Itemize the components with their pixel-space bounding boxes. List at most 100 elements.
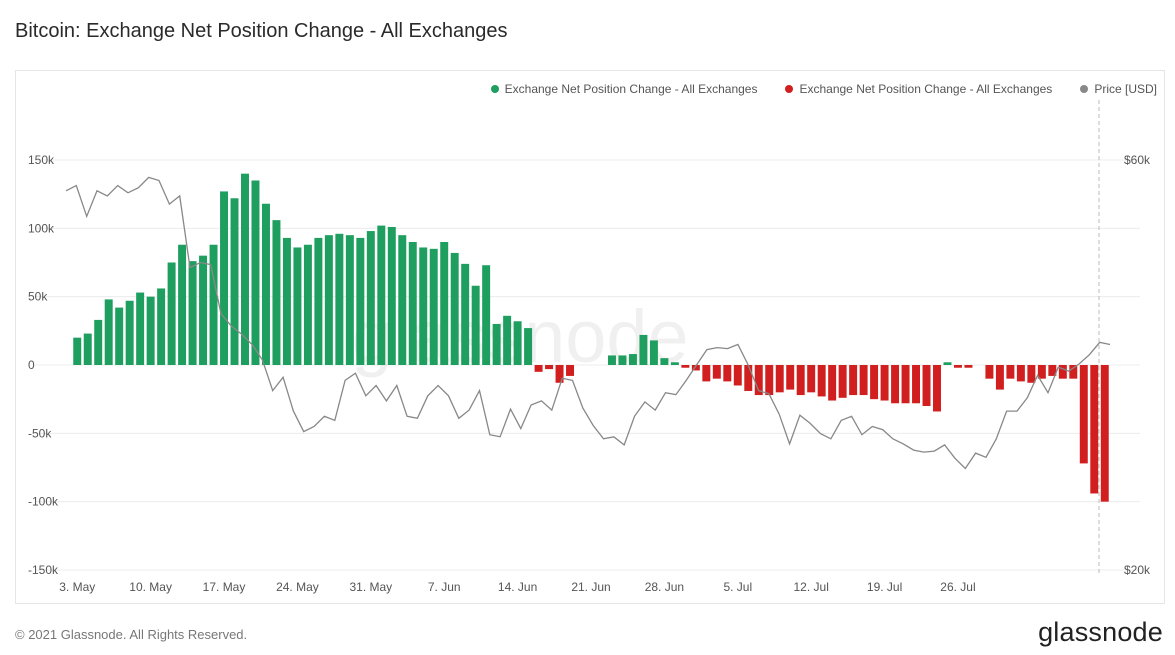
bar-negative[interactable] <box>995 365 1004 390</box>
bar-positive[interactable] <box>366 231 375 365</box>
bar-positive[interactable] <box>607 355 616 365</box>
bar-positive[interactable] <box>503 315 512 365</box>
bar-positive[interactable] <box>450 252 459 365</box>
bar-negative[interactable] <box>1016 365 1025 382</box>
bar-negative[interactable] <box>712 365 721 379</box>
bar-positive[interactable] <box>419 247 428 365</box>
bar-positive[interactable] <box>230 198 239 365</box>
bar-negative[interactable] <box>1079 365 1088 464</box>
bar-negative[interactable] <box>691 365 700 371</box>
bar-positive[interactable] <box>492 324 501 365</box>
bar-positive[interactable] <box>408 242 417 365</box>
bar-positive[interactable] <box>482 265 491 365</box>
bar-positive[interactable] <box>104 299 113 365</box>
bar-negative[interactable] <box>901 365 910 404</box>
bar-negative[interactable] <box>849 365 858 396</box>
bar-negative[interactable] <box>775 365 784 393</box>
bar-negative[interactable] <box>786 365 795 390</box>
bar-negative[interactable] <box>733 365 742 386</box>
legend-item-outflow[interactable]: Exchange Net Position Change - All Excha… <box>785 82 1052 96</box>
bar-positive[interactable] <box>178 244 187 365</box>
bar-negative[interactable] <box>1006 365 1015 379</box>
bar-negative[interactable] <box>985 365 994 379</box>
bar-positive[interactable] <box>303 244 312 365</box>
bar-positive[interactable] <box>639 334 648 365</box>
bar-positive[interactable] <box>115 307 124 365</box>
bar-positive[interactable] <box>146 296 155 365</box>
bar-negative[interactable] <box>723 365 732 382</box>
bar-positive[interactable] <box>73 337 82 365</box>
bar-series[interactable] <box>73 173 1109 502</box>
bar-negative[interactable] <box>964 365 973 368</box>
legend-item-price[interactable]: Price [USD] <box>1080 82 1157 96</box>
bar-negative[interactable] <box>566 365 575 376</box>
bar-positive[interactable] <box>199 255 208 365</box>
bar-negative[interactable] <box>702 365 711 382</box>
bar-negative[interactable] <box>933 365 941 412</box>
bar-negative[interactable] <box>744 365 753 391</box>
bar-positive[interactable] <box>618 355 627 365</box>
bar-negative[interactable] <box>817 365 826 397</box>
bar-positive[interactable] <box>188 261 197 365</box>
bar-positive[interactable] <box>377 225 386 365</box>
bar-negative[interactable] <box>1027 365 1036 383</box>
bar-positive[interactable] <box>356 237 365 365</box>
bar-positive[interactable] <box>335 233 344 365</box>
bar-positive[interactable] <box>471 285 480 365</box>
bar-negative[interactable] <box>891 365 900 404</box>
bar-negative[interactable] <box>953 365 962 368</box>
bar-negative[interactable] <box>828 365 837 401</box>
bar-positive[interactable] <box>660 358 669 365</box>
price-line[interactable] <box>65 176 1111 470</box>
bar-positive[interactable] <box>125 300 134 365</box>
bar-negative[interactable] <box>838 365 847 398</box>
bar-positive[interactable] <box>461 263 470 365</box>
bar-positive[interactable] <box>429 248 438 365</box>
bar-positive[interactable] <box>649 340 658 365</box>
bar-positive[interactable] <box>136 292 145 365</box>
bar-negative[interactable] <box>880 365 889 401</box>
bar-negative[interactable] <box>912 365 921 404</box>
bar-negative[interactable] <box>1058 365 1067 379</box>
bar-positive[interactable] <box>209 244 218 365</box>
bar-negative[interactable] <box>555 365 564 383</box>
bar-positive[interactable] <box>440 242 449 365</box>
bar-positive[interactable] <box>241 173 249 365</box>
bar-positive[interactable] <box>220 191 229 365</box>
bar-negative[interactable] <box>765 365 774 396</box>
bar-positive[interactable] <box>628 354 637 365</box>
bar-positive[interactable] <box>324 235 333 365</box>
bar-positive[interactable] <box>943 362 952 365</box>
bar-negative[interactable] <box>545 365 554 370</box>
bar-positive[interactable] <box>345 235 354 365</box>
bar-negative[interactable] <box>754 365 763 396</box>
brand-logo[interactable]: glassnode <box>1038 617 1163 647</box>
bar-positive[interactable] <box>94 319 103 365</box>
bar-negative[interactable] <box>1048 365 1057 376</box>
price-series[interactable] <box>65 176 1111 470</box>
bar-positive[interactable] <box>524 328 533 365</box>
bar-positive[interactable] <box>157 288 166 365</box>
bar-positive[interactable] <box>670 362 679 365</box>
bar-positive[interactable] <box>282 237 291 365</box>
bar-positive[interactable] <box>314 237 323 365</box>
bar-positive[interactable] <box>167 262 176 366</box>
bar-positive[interactable] <box>251 180 260 366</box>
bar-negative[interactable] <box>1100 365 1109 502</box>
legend-item-inflow[interactable]: Exchange Net Position Change - All Excha… <box>490 82 757 96</box>
bar-negative[interactable] <box>1037 365 1046 379</box>
bar-positive[interactable] <box>398 235 407 365</box>
bar-negative[interactable] <box>796 365 805 396</box>
bar-positive[interactable] <box>272 220 281 365</box>
bar-negative[interactable] <box>1090 365 1099 494</box>
bar-negative[interactable] <box>870 365 879 400</box>
bar-negative[interactable] <box>681 365 690 368</box>
bar-negative[interactable] <box>859 365 868 396</box>
bar-negative[interactable] <box>922 365 931 406</box>
bar-negative[interactable] <box>1069 365 1078 379</box>
bar-negative[interactable] <box>534 365 543 372</box>
bar-positive[interactable] <box>83 333 92 365</box>
bar-positive[interactable] <box>293 247 302 365</box>
bar-positive[interactable] <box>261 203 270 365</box>
